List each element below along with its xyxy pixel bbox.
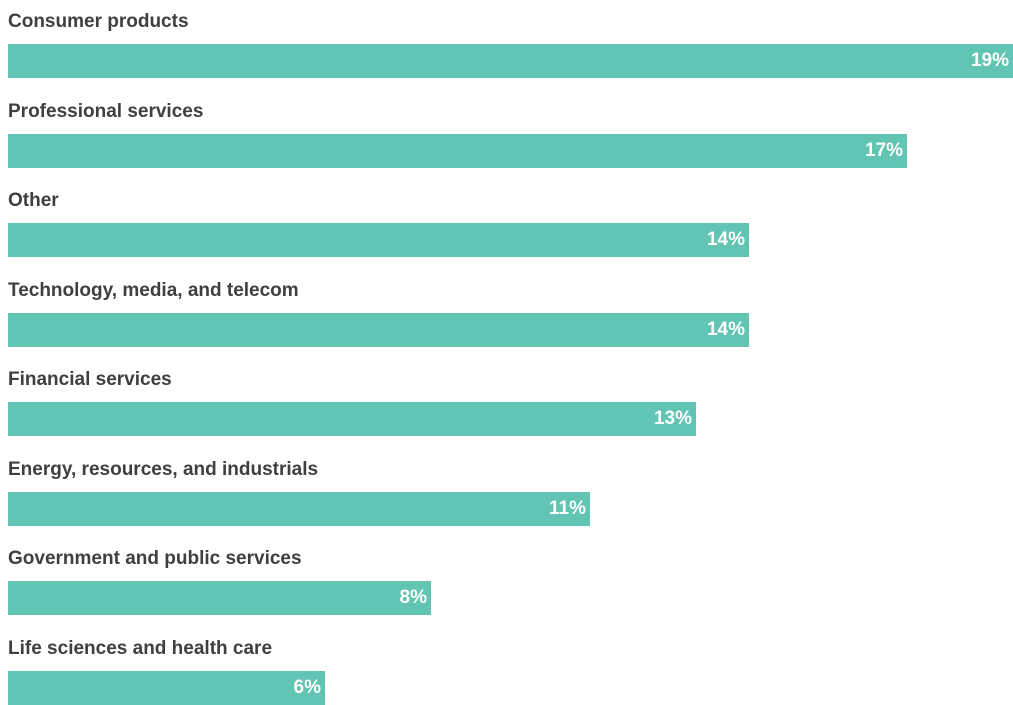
bar: 8%	[8, 581, 431, 615]
bar-row: Professional services 17%	[8, 97, 1013, 168]
bar: 17%	[8, 133, 907, 168]
bar-row: Life sciences and health care 6%	[8, 634, 1013, 705]
bar: 19%	[8, 44, 1013, 78]
value-label: 11%	[549, 497, 586, 519]
bar-row: Financial services 13%	[8, 365, 1013, 436]
bar-row: Technology, media, and telecom 14%	[8, 276, 1013, 347]
value-label: 14%	[706, 318, 745, 340]
category-label: Financial services	[8, 369, 172, 390]
bar: 6%	[8, 670, 325, 705]
category-label: Life sciences and health care	[8, 637, 273, 659]
value-label: 17%	[864, 139, 903, 161]
bar-row: Other 14%	[8, 186, 1013, 257]
bar: 14%	[8, 312, 749, 347]
bar: 14%	[8, 223, 749, 257]
category-label: Energy, resources, and industrials	[8, 458, 319, 480]
bar-row: Energy, resources, and industrials 11%	[8, 455, 1013, 526]
value-label: 6%	[293, 676, 321, 698]
category-label: Consumer products	[8, 11, 189, 32]
category-label: Other	[8, 190, 59, 211]
category-label: Technology, media, and telecom	[8, 279, 299, 301]
bar: 11%	[8, 491, 590, 526]
bar: 13%	[8, 402, 696, 436]
value-label: 19%	[970, 50, 1009, 71]
category-label: Government and public services	[8, 548, 302, 569]
value-label: 13%	[653, 408, 692, 429]
value-label: 14%	[706, 229, 745, 250]
bar-row: Government and public services 8%	[8, 544, 1013, 615]
value-label: 8%	[399, 587, 427, 608]
category-label: Professional services	[8, 100, 204, 122]
bar-row: Consumer products 19%	[8, 7, 1013, 78]
